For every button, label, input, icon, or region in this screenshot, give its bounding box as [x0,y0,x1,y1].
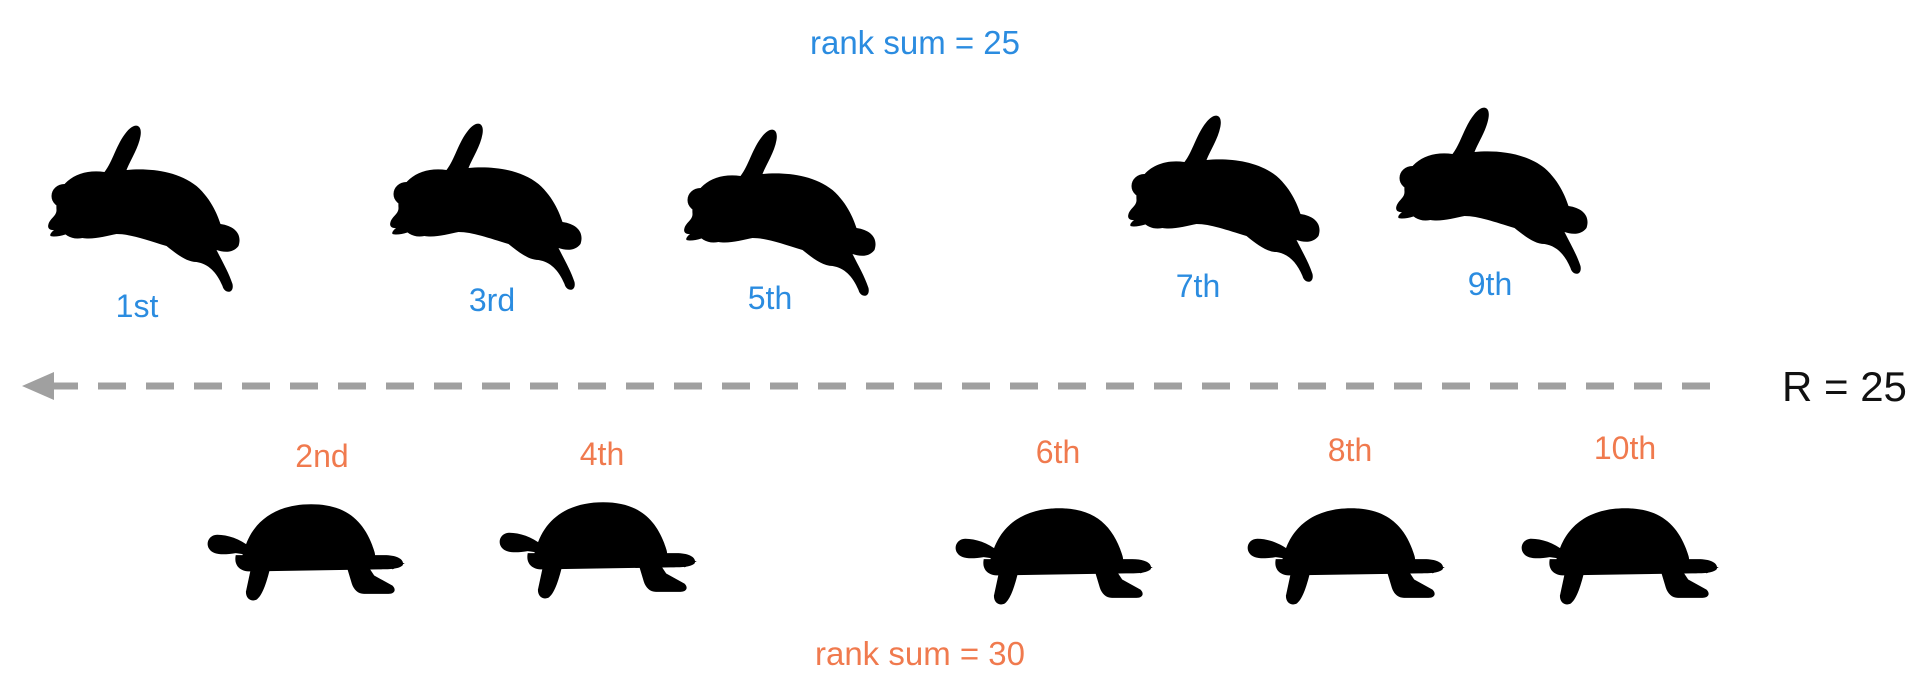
rabbit-icon [44,122,249,292]
rabbit-icon [680,126,885,296]
turtle-rank-label: 6th [1035,434,1081,470]
rabbit-rank-label: 9th [1467,266,1513,302]
top-rank-sum-label: rank sum = 25 [809,24,1021,61]
turtle-rank-label: 4th [579,436,625,472]
rabbit-icon [1392,104,1597,274]
turtle-icon [1244,496,1450,608]
turtle-rank-label: 10th [1593,430,1657,466]
bottom-rank-sum-label: rank sum = 30 [814,635,1026,672]
turtle-rank-label: 2nd [295,438,349,474]
arrow-left-icon [22,372,1720,400]
rabbit-icon [386,120,591,290]
result-label: R = 25 [1782,363,1907,410]
turtle-rank-label: 8th [1327,432,1373,468]
rabbit-rank-label: 1st [115,288,159,324]
rabbit-icon [1124,112,1329,282]
turtle-icon [204,492,410,604]
rabbit-rank-label: 5th [747,280,793,316]
turtle-icon [1518,496,1724,608]
turtle-icon [496,490,702,602]
turtle-icon [952,496,1158,608]
rabbit-rank-label: 7th [1175,268,1221,304]
rabbit-rank-label: 3rd [468,282,516,318]
